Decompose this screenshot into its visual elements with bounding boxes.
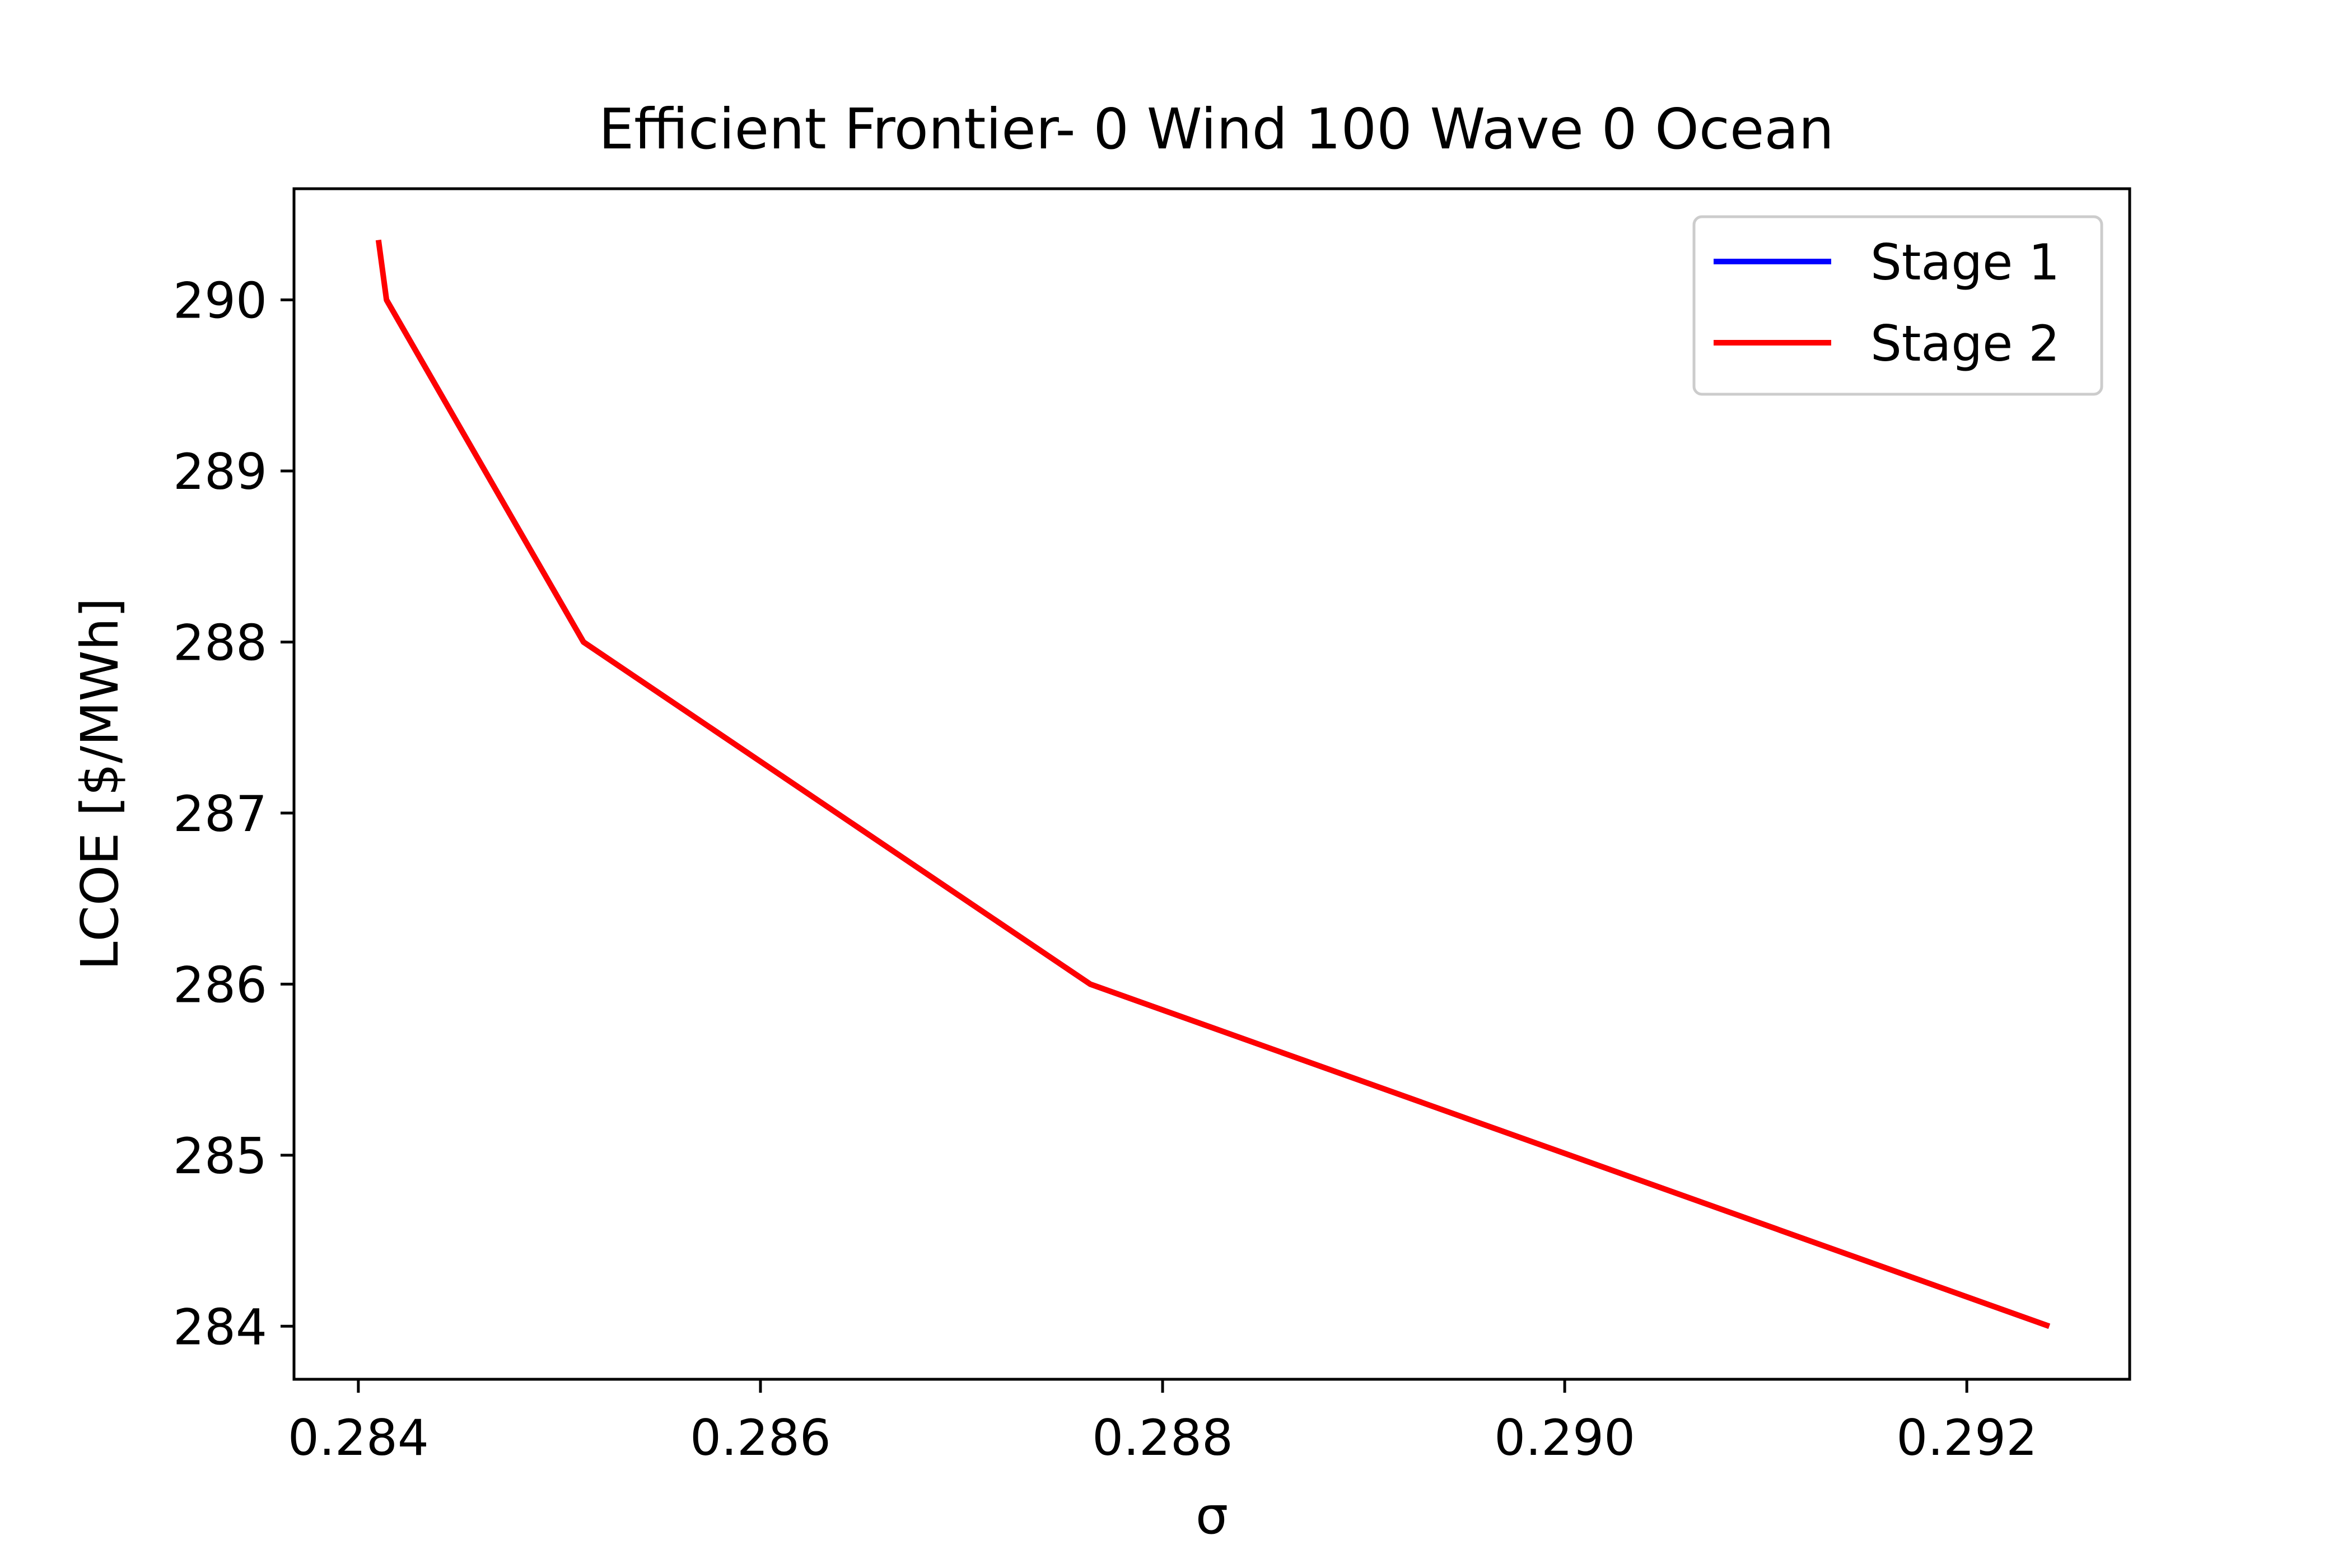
x-tick-label: 0.286 bbox=[690, 1409, 831, 1467]
y-tick-label: 286 bbox=[173, 956, 267, 1014]
legend-label-stage-2: Stage 2 bbox=[1870, 315, 2060, 372]
x-tick-label: 0.292 bbox=[1896, 1409, 2037, 1467]
legend-label-stage-1: Stage 1 bbox=[1870, 234, 2060, 291]
x-tick-label: 0.288 bbox=[1092, 1409, 1233, 1467]
y-tick-label: 288 bbox=[173, 614, 267, 671]
y-tick-label: 289 bbox=[173, 443, 267, 501]
y-tick-label: 290 bbox=[173, 272, 267, 330]
plot-frame bbox=[292, 187, 2131, 1381]
y-tick-label: 287 bbox=[173, 785, 267, 843]
y-axis: 284 285 286 287 288 289 290 bbox=[173, 272, 294, 1356]
x-tick-label: 0.284 bbox=[288, 1409, 429, 1467]
y-tick-label: 285 bbox=[173, 1127, 267, 1185]
series-lines bbox=[375, 239, 2051, 1329]
x-axis-label: σ bbox=[1196, 1486, 1228, 1546]
x-tick-label: 0.290 bbox=[1494, 1409, 1635, 1467]
y-tick-label: 284 bbox=[173, 1298, 267, 1356]
chart-title: Efficient Frontier- 0 Wind 100 Wave 0 Oc… bbox=[599, 96, 1834, 162]
y-axis-label: LCOE [$/MWh] bbox=[70, 598, 130, 970]
legend: Stage 1 Stage 2 bbox=[1692, 215, 2103, 396]
series-line-stage-2 bbox=[375, 239, 2051, 1329]
x-axis: 0.284 0.286 0.288 0.290 0.292 bbox=[288, 1379, 2037, 1467]
